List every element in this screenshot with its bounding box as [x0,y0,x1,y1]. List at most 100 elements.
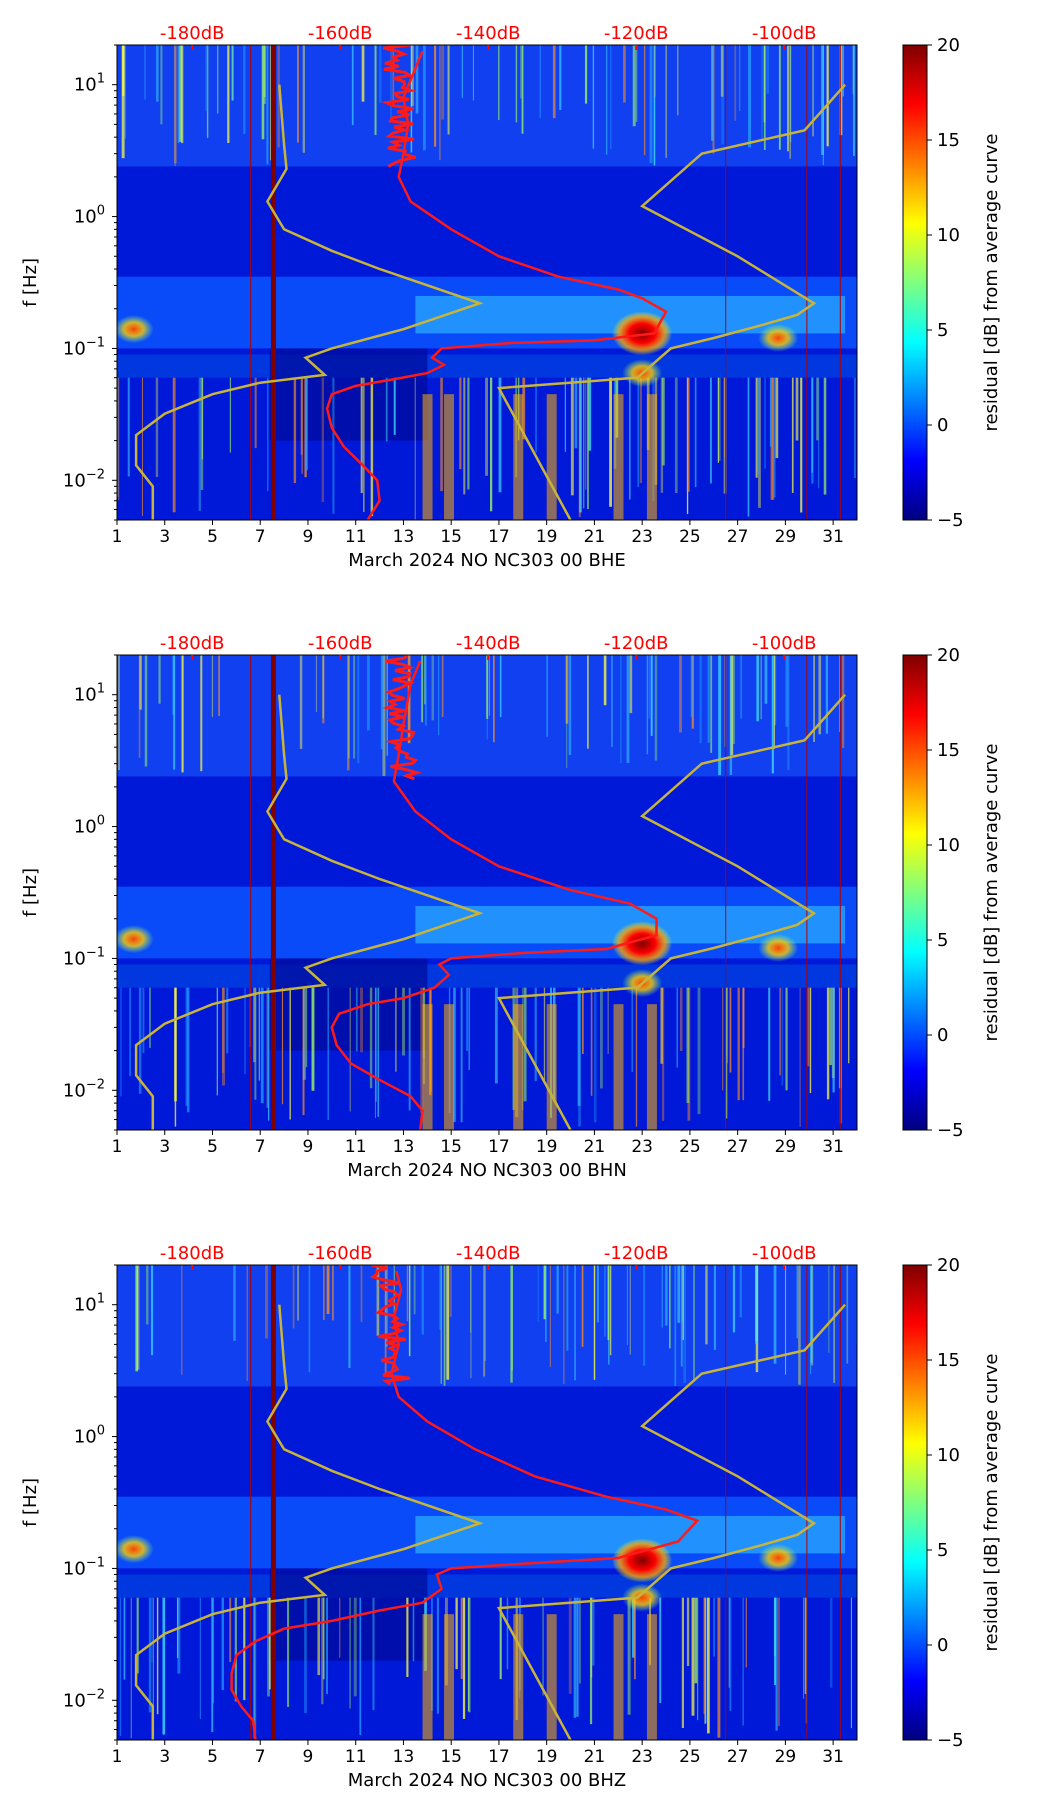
x-tick-label: 13 [393,1747,415,1767]
x-tick-label: 21 [584,527,606,547]
x-tick-label: 7 [255,1137,266,1157]
y-tick-label: 10−2 [63,1687,105,1711]
average-curve-noise [369,1265,411,1386]
colorbar-gradient [902,1264,928,1741]
x-tick-label: 13 [393,527,415,547]
y-tick-label: 100 [74,1424,105,1448]
average-curve-noise [382,655,423,781]
x-tick-label: 13 [393,1137,415,1157]
top-axis-db-label: -180dB [160,1243,225,1264]
x-tick-label: 11 [345,527,367,547]
hot-spot [758,323,799,352]
top-axis-db-label: -120dB [604,633,669,654]
noise-model-curve-high [496,83,847,520]
hot-spot [612,311,673,356]
y-tick-label: 10−1 [63,1555,105,1579]
x-axis-label: March 2024 NO NC303 00 BHE [348,550,625,571]
x-tick-label: 19 [536,1747,558,1767]
x-tick-label: 31 [822,1137,844,1157]
colorbar-tick-label: 10 [937,1445,960,1466]
top-axis-db-label: -180dB [160,633,225,654]
colorbar: −5 0 5 10 15 20 residual [dB] from average cur… [902,1255,1002,1751]
x-tick-label: 3 [159,1137,170,1157]
x-tick-label: 23 [631,527,653,547]
colorbar-tick-label: 5 [937,320,948,341]
top-axis-db-label: -160dB [308,1243,373,1264]
x-tick-label: 31 [822,1747,844,1767]
colorbar-tick-label: −5 [937,1120,964,1141]
colorbar-label: residual [dB] from average curve [981,133,1002,431]
x-tick-label: 27 [727,527,749,547]
heatmap-area [117,45,857,520]
hot-spot [612,1538,673,1583]
y-tick-label: 10−2 [63,467,105,491]
top-axis-db-label: -100dB [752,1243,817,1264]
x-tick-label: 21 [584,1137,606,1157]
x-tick-label: 27 [727,1137,749,1157]
x-tick-label: 7 [255,527,266,547]
x-tick-label: 19 [536,1137,558,1157]
x-tick-label: 3 [159,527,170,547]
average-curve [325,50,668,520]
top-axis-db-label: -160dB [308,23,373,44]
colorbar-gradient [902,654,928,1131]
x-tick-label: 31 [822,527,844,547]
top-axis-db-label: -140dB [456,633,521,654]
x-tick-label: 1 [112,1747,123,1767]
colorbar-tick-label: 15 [937,740,960,761]
x-tick-label: 29 [775,1137,797,1157]
x-tick-label: 19 [536,527,558,547]
axes-frame [116,44,858,521]
y-tick-label: 10−2 [63,1077,105,1101]
x-tick-label: 15 [440,527,462,547]
top-axis-db-label: -120dB [604,1243,669,1264]
colorbar-tick-label: 20 [937,1255,960,1276]
colorbar: −5 0 5 10 15 20 residual [dB] from average cur… [902,645,1002,1141]
x-tick-label: 9 [303,1137,314,1157]
heatmap-area [117,655,857,1130]
colorbar-tick-label: 0 [937,1635,948,1656]
colorbar-tick-label: 10 [937,225,960,246]
y-tick-label: 10−1 [63,335,105,359]
average-curve [230,1270,700,1740]
x-tick-label: 21 [584,1747,606,1767]
x-tick-label: 3 [159,1747,170,1767]
y-axis-label: f [Hz] [20,868,41,917]
x-tick-label: 11 [345,1747,367,1767]
axes-frame [116,1264,858,1741]
x-tick-label: 5 [207,1747,218,1767]
x-tick-label: 29 [775,527,797,547]
y-axis-label: f [Hz] [20,258,41,307]
colorbar-label: residual [dB] from average curve [981,1353,1002,1651]
x-tick-label: 15 [440,1137,462,1157]
colorbar-tick-label: 15 [937,130,960,151]
top-axis-db-label: -100dB [752,23,817,44]
colorbar-tick-label: −5 [937,510,964,531]
hot-spot [117,1535,154,1564]
heatmap-area [117,1265,857,1740]
colorbar-tick-label: 5 [937,1540,948,1561]
x-tick-label: 23 [631,1747,653,1767]
colorbar-tick-label: 0 [937,1025,948,1046]
x-axis-label: March 2024 NO NC303 00 BHZ [348,1770,626,1791]
noise-model-curve-high [496,1303,847,1740]
colorbar-gradient [902,44,928,521]
colorbar-tick-label: 20 [937,645,960,666]
colorbar-tick-label: 0 [937,415,948,436]
top-axis-db-label: -120dB [604,23,669,44]
x-tick-label: 11 [345,1137,367,1157]
y-tick-label: 100 [74,204,105,228]
noise-model-curve-low [134,694,484,1130]
x-tick-label: 25 [679,527,701,547]
hot-spot [612,921,673,966]
hot-spot [117,315,154,344]
y-axis-label: f [Hz] [20,1478,41,1527]
top-axis-db-label: -160dB [308,633,373,654]
noise-model-curve-low [134,1304,484,1740]
x-tick-label: 5 [207,527,218,547]
noise-model-curve-low [134,84,484,520]
y-tick-label: 100 [74,814,105,838]
colorbar-tick-label: 10 [937,835,960,856]
